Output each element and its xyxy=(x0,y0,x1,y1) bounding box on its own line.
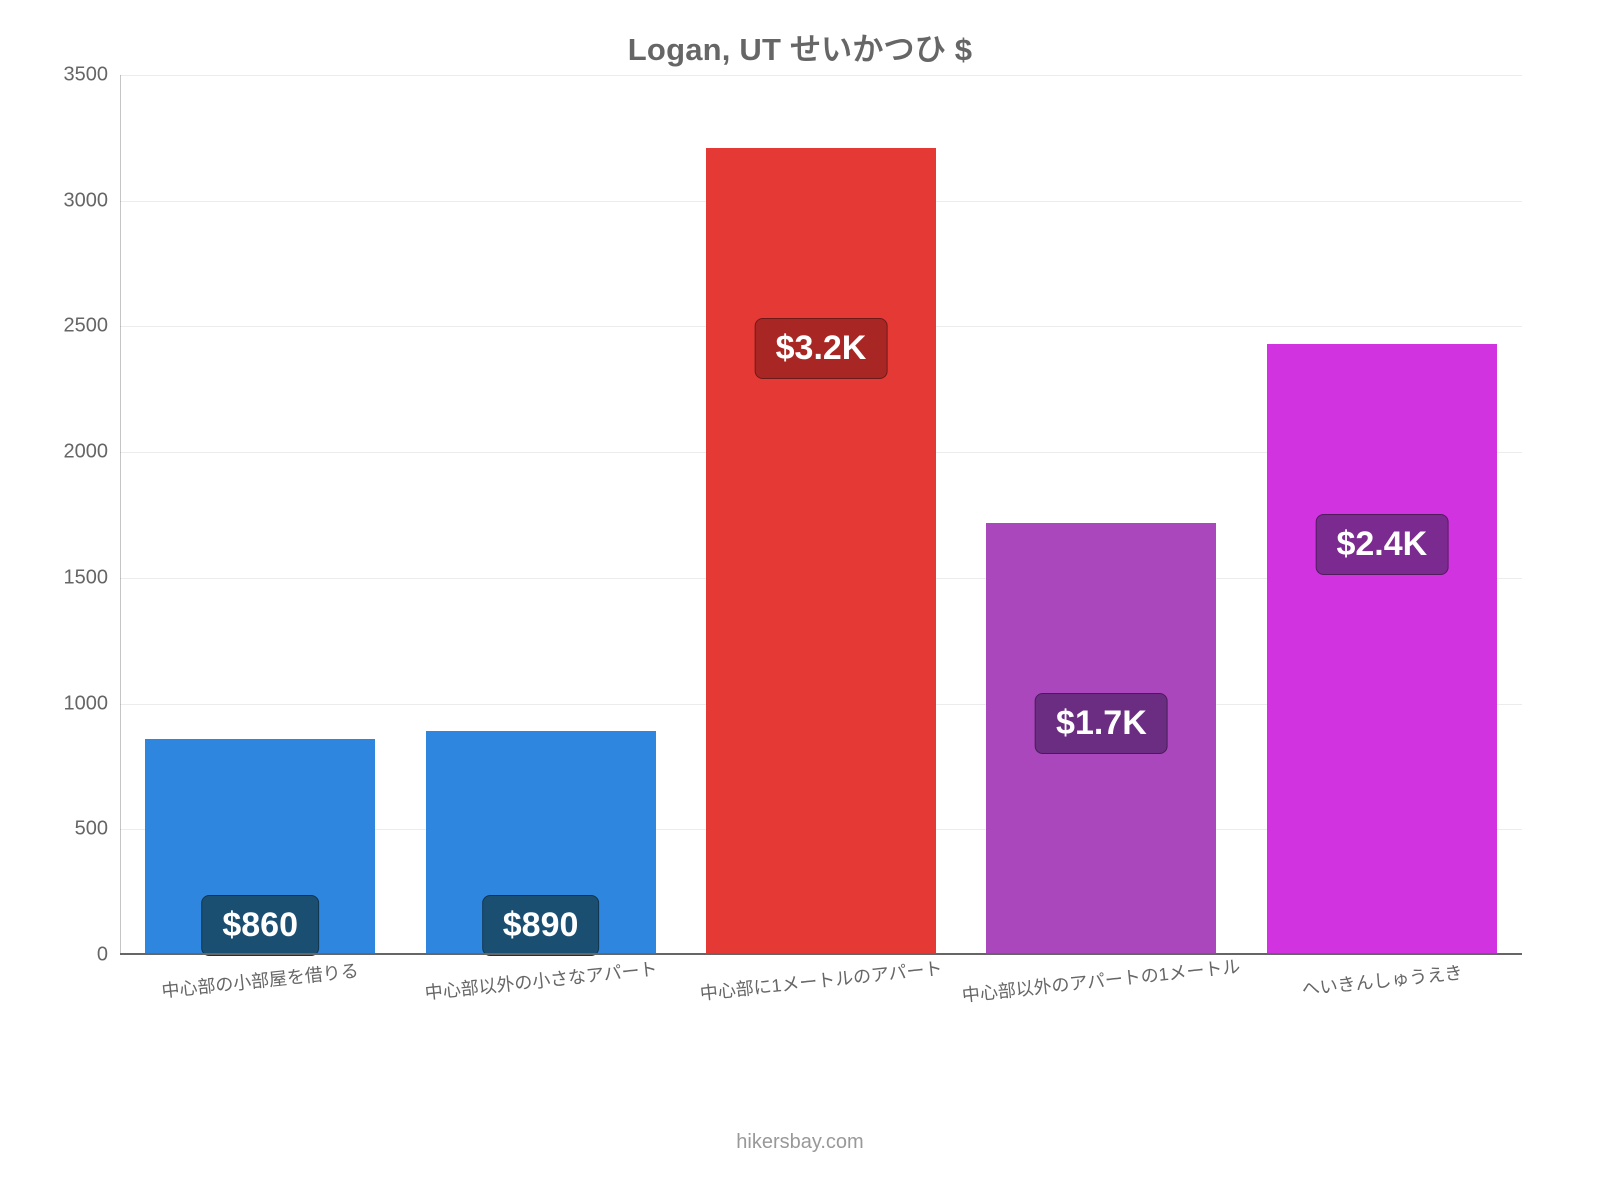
y-tick-label: 0 xyxy=(48,944,108,967)
y-tick-label: 3000 xyxy=(48,189,108,212)
y-axis: 0500100015002000250030003500 xyxy=(48,75,120,955)
bar-value-label: $860 xyxy=(201,895,319,956)
bar: $860 xyxy=(145,739,375,955)
y-tick-label: 1000 xyxy=(48,692,108,715)
x-tick-label: 中心部の小部屋を借りる xyxy=(160,957,360,1004)
x-tick-label: へいきんしゅうえき xyxy=(1300,959,1463,1002)
bar-slot: $860 xyxy=(120,75,400,955)
bar-value-label: $3.2K xyxy=(755,318,888,379)
x-label-slot: 中心部以外の小さなアパート xyxy=(400,961,680,1031)
y-tick-label: 500 xyxy=(48,818,108,841)
plot-area: 0500100015002000250030003500 $860$890$3.… xyxy=(120,75,1522,955)
y-tick-label: 1500 xyxy=(48,566,108,589)
x-label-slot: 中心部の小部屋を借りる xyxy=(120,961,400,1031)
bar: $1.7K xyxy=(986,523,1216,955)
y-tick-label: 3500 xyxy=(48,64,108,87)
x-axis-labels: 中心部の小部屋を借りる中心部以外の小さなアパート中心部に1メートルのアパート中心… xyxy=(120,961,1522,1031)
x-axis-line xyxy=(120,953,1522,955)
x-label-slot: 中心部に1メートルのアパート xyxy=(681,961,961,1031)
footer-text: hikersbay.com xyxy=(48,1131,1552,1154)
bar: $2.4K xyxy=(1267,344,1497,955)
bar-value-label: $2.4K xyxy=(1315,514,1448,575)
x-label-slot: 中心部以外のアパートの1メートル xyxy=(961,961,1241,1031)
y-tick-label: 2500 xyxy=(48,315,108,338)
x-label-slot: へいきんしゅうえき xyxy=(1242,961,1522,1031)
bar-slot: $3.2K xyxy=(681,75,961,955)
chart-title: Logan, UT せいかつひ $ xyxy=(48,24,1552,69)
bar-slot: $890 xyxy=(400,75,680,955)
x-tick-label: 中心部に1メートルのアパート xyxy=(698,954,943,1005)
bar-slot: $1.7K xyxy=(961,75,1241,955)
bars-group: $860 $890 $3.2K $1.7K $2.4K xyxy=(120,75,1522,955)
x-tick-label: 中心部以外の小さなアパート xyxy=(423,955,658,1005)
x-tick-label: 中心部以外のアパートの1メートル xyxy=(961,952,1242,1007)
bar: $890 xyxy=(426,731,656,955)
bar-value-label: $890 xyxy=(482,895,600,956)
bar: $3.2K xyxy=(706,148,936,955)
bar-slot: $2.4K xyxy=(1242,75,1522,955)
chart-container: Logan, UT せいかつひ $ 0 500 1000 1500 2000 2500 30… xyxy=(0,0,1600,1200)
y-tick-label: 2000 xyxy=(48,441,108,464)
bar-value-label: $1.7K xyxy=(1035,693,1168,754)
